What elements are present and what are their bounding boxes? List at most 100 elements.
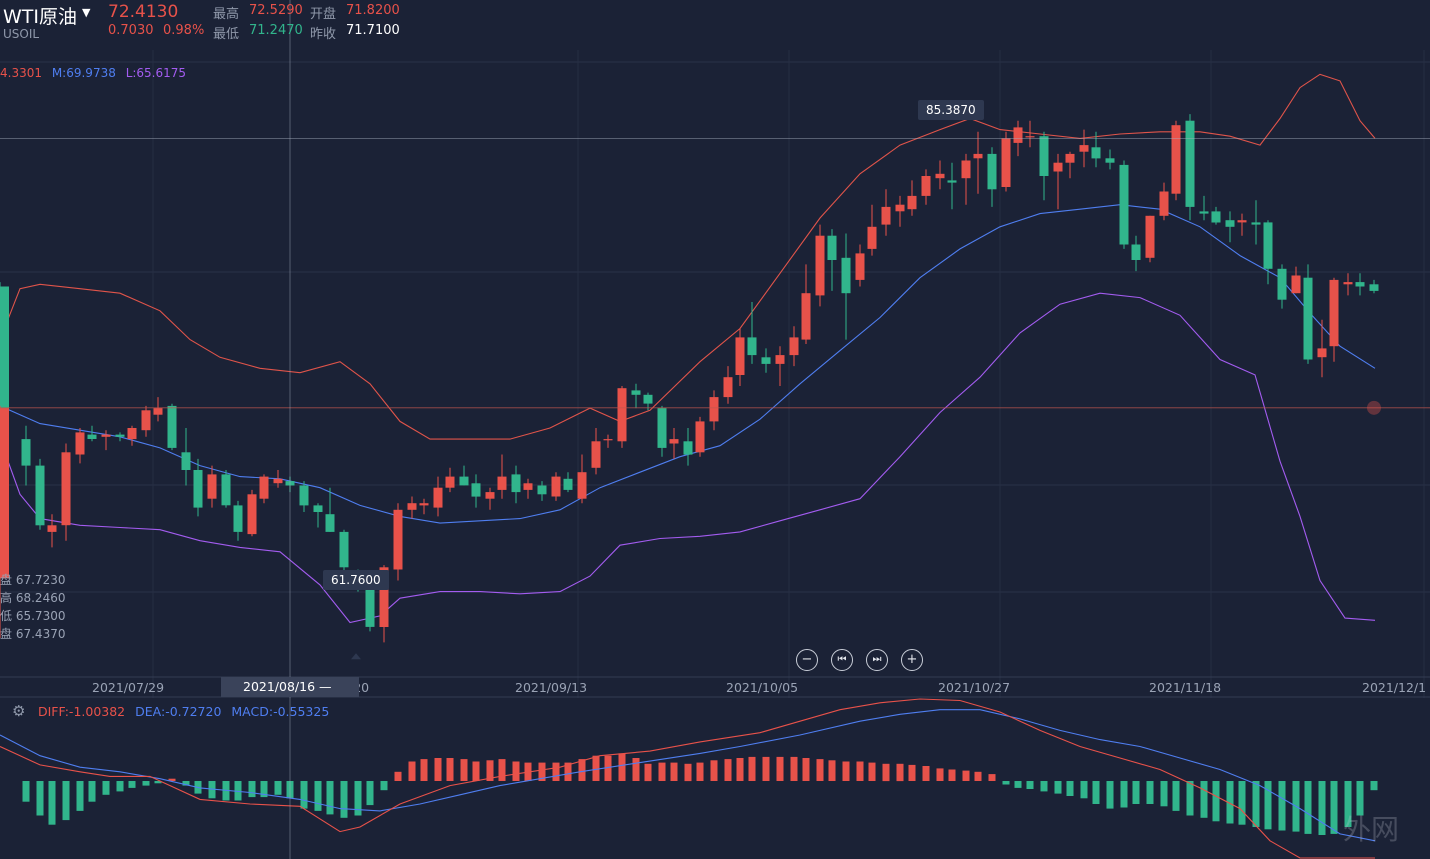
candle xyxy=(167,403,177,451)
settings-gear-icon[interactable]: ⚙ xyxy=(12,702,26,720)
macd-bar xyxy=(1200,781,1208,818)
candle-body xyxy=(115,434,125,437)
open-label: 开盘 xyxy=(310,7,337,22)
macd-bar xyxy=(76,781,84,811)
candle xyxy=(1329,277,1339,362)
candle xyxy=(299,481,309,512)
candle xyxy=(895,195,905,227)
macd-bar xyxy=(592,755,600,781)
macd-panel xyxy=(0,698,1430,859)
candle xyxy=(0,470,9,546)
candle-body xyxy=(935,173,945,179)
candle-body xyxy=(1355,282,1365,287)
candle xyxy=(657,405,667,457)
candle-body xyxy=(1199,211,1209,214)
macd-bar xyxy=(538,762,546,781)
macd-bar xyxy=(1132,781,1140,804)
x-tick-label: 2021/10/27 xyxy=(938,680,1011,695)
next-button[interactable]: ⏭ xyxy=(866,649,888,671)
macd-bar xyxy=(394,771,402,781)
macd-bar xyxy=(710,760,718,781)
candle xyxy=(1199,195,1209,221)
candle xyxy=(233,500,243,541)
candle xyxy=(775,346,785,386)
candle xyxy=(973,131,983,194)
candle-body xyxy=(643,394,653,404)
zoom-out-button[interactable]: − xyxy=(796,649,818,671)
candle xyxy=(709,390,719,431)
candle xyxy=(617,386,627,448)
candle xyxy=(563,472,573,493)
boll-upper-line xyxy=(0,73,1376,440)
candle-body xyxy=(1131,244,1141,260)
candle xyxy=(459,465,469,486)
candle xyxy=(1091,131,1101,168)
candle xyxy=(485,487,495,510)
candle xyxy=(683,428,693,466)
candle-body xyxy=(801,293,811,340)
candle-body xyxy=(0,547,9,579)
candle-body xyxy=(259,476,269,499)
candle xyxy=(551,472,561,501)
candle-body xyxy=(577,472,587,499)
candle-body xyxy=(127,428,137,440)
price-change: 0.7030 xyxy=(108,23,154,38)
candle-body xyxy=(207,474,217,499)
candle xyxy=(1053,153,1063,210)
macd-bar xyxy=(274,781,282,795)
candle xyxy=(1079,129,1089,168)
candle-body xyxy=(365,582,375,627)
macd-bar xyxy=(1014,781,1022,788)
candle-body xyxy=(193,470,203,508)
macd-bar xyxy=(248,781,256,798)
macd-bar xyxy=(1080,781,1088,799)
macd-bar xyxy=(380,781,388,791)
candle xyxy=(1145,215,1155,263)
candle xyxy=(1025,120,1035,148)
candle xyxy=(247,489,257,537)
macd-bar xyxy=(1092,781,1100,804)
candle xyxy=(695,416,705,457)
candle xyxy=(537,481,547,501)
candle-body xyxy=(1001,138,1011,187)
macd-bar xyxy=(962,770,970,781)
macd-bar xyxy=(260,781,268,798)
macd-bar xyxy=(724,759,732,781)
candle-body xyxy=(1263,222,1273,269)
macd-dea-line xyxy=(0,709,1376,842)
macd-bar xyxy=(1054,781,1062,794)
candles xyxy=(0,114,1379,643)
instrument-title[interactable]: WTI原油 xyxy=(3,6,77,28)
candle-body xyxy=(973,153,983,159)
candle xyxy=(801,264,811,344)
dropdown-caret-icon[interactable]: ▼ xyxy=(82,6,91,19)
candle xyxy=(789,326,799,367)
candle xyxy=(1131,235,1141,272)
candle xyxy=(221,470,231,508)
candle-body xyxy=(1185,120,1195,207)
candle-body xyxy=(1343,282,1353,285)
macd-bar xyxy=(1172,781,1180,811)
macd-bar xyxy=(1356,781,1364,816)
candle-body xyxy=(1291,275,1301,294)
macd-bar xyxy=(366,781,374,806)
candle-body xyxy=(167,405,177,448)
candle-body xyxy=(1091,147,1101,159)
macd-bar xyxy=(326,781,334,815)
candle xyxy=(947,162,957,210)
candle-body xyxy=(325,514,335,532)
candle-body xyxy=(1079,145,1089,152)
ohlc-close: 盘 67.4370 xyxy=(0,627,66,641)
candle xyxy=(577,454,587,504)
candle xyxy=(87,425,97,442)
macd-bar xyxy=(48,781,56,825)
prev-button[interactable]: ⏮ xyxy=(831,649,853,671)
candle-body xyxy=(695,421,705,453)
candle xyxy=(1291,266,1301,294)
macd-bar xyxy=(1146,781,1154,804)
macd-bar xyxy=(684,763,692,782)
macd-bar xyxy=(604,755,612,781)
zoom-in-button[interactable]: + xyxy=(901,649,923,671)
macd-bar xyxy=(974,771,982,781)
